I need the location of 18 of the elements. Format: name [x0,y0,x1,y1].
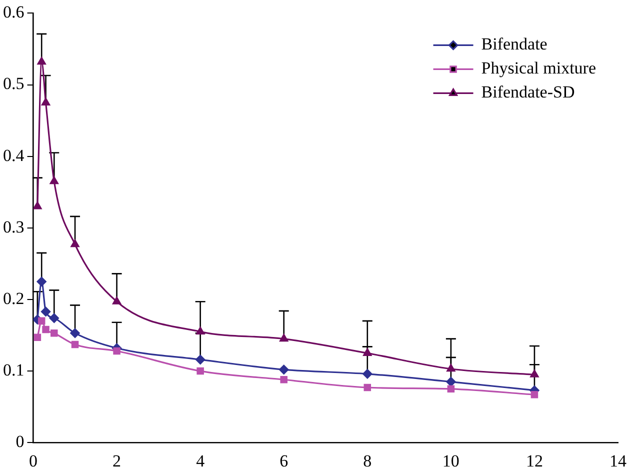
y-tick-label: 0 [16,432,24,452]
y-tick-label: 0.4 [3,146,25,165]
x-tick-label: 4 [196,451,206,470]
y-tick-label: 0.5 [3,74,24,94]
x-tick-label: 12 [526,451,543,470]
legend-label: Physical mixture [481,58,596,78]
y-tick-label: 0.2 [3,288,24,308]
x-tick-label: 10 [442,451,460,470]
x-tick-label: 2 [112,451,122,470]
legend-label: Bifendate-SD [481,82,575,102]
x-tick-label: 8 [363,451,372,470]
x-tick-label: 14 [610,451,627,470]
y-tick-label: 0.3 [3,217,24,236]
x-tick-label: 0 [29,451,38,470]
y-tick-label: 0.6 [3,2,24,22]
legend-label: Bifendate [481,34,548,54]
x-tick-label: 6 [280,451,288,470]
y-tick-label: 0.1 [3,360,24,380]
